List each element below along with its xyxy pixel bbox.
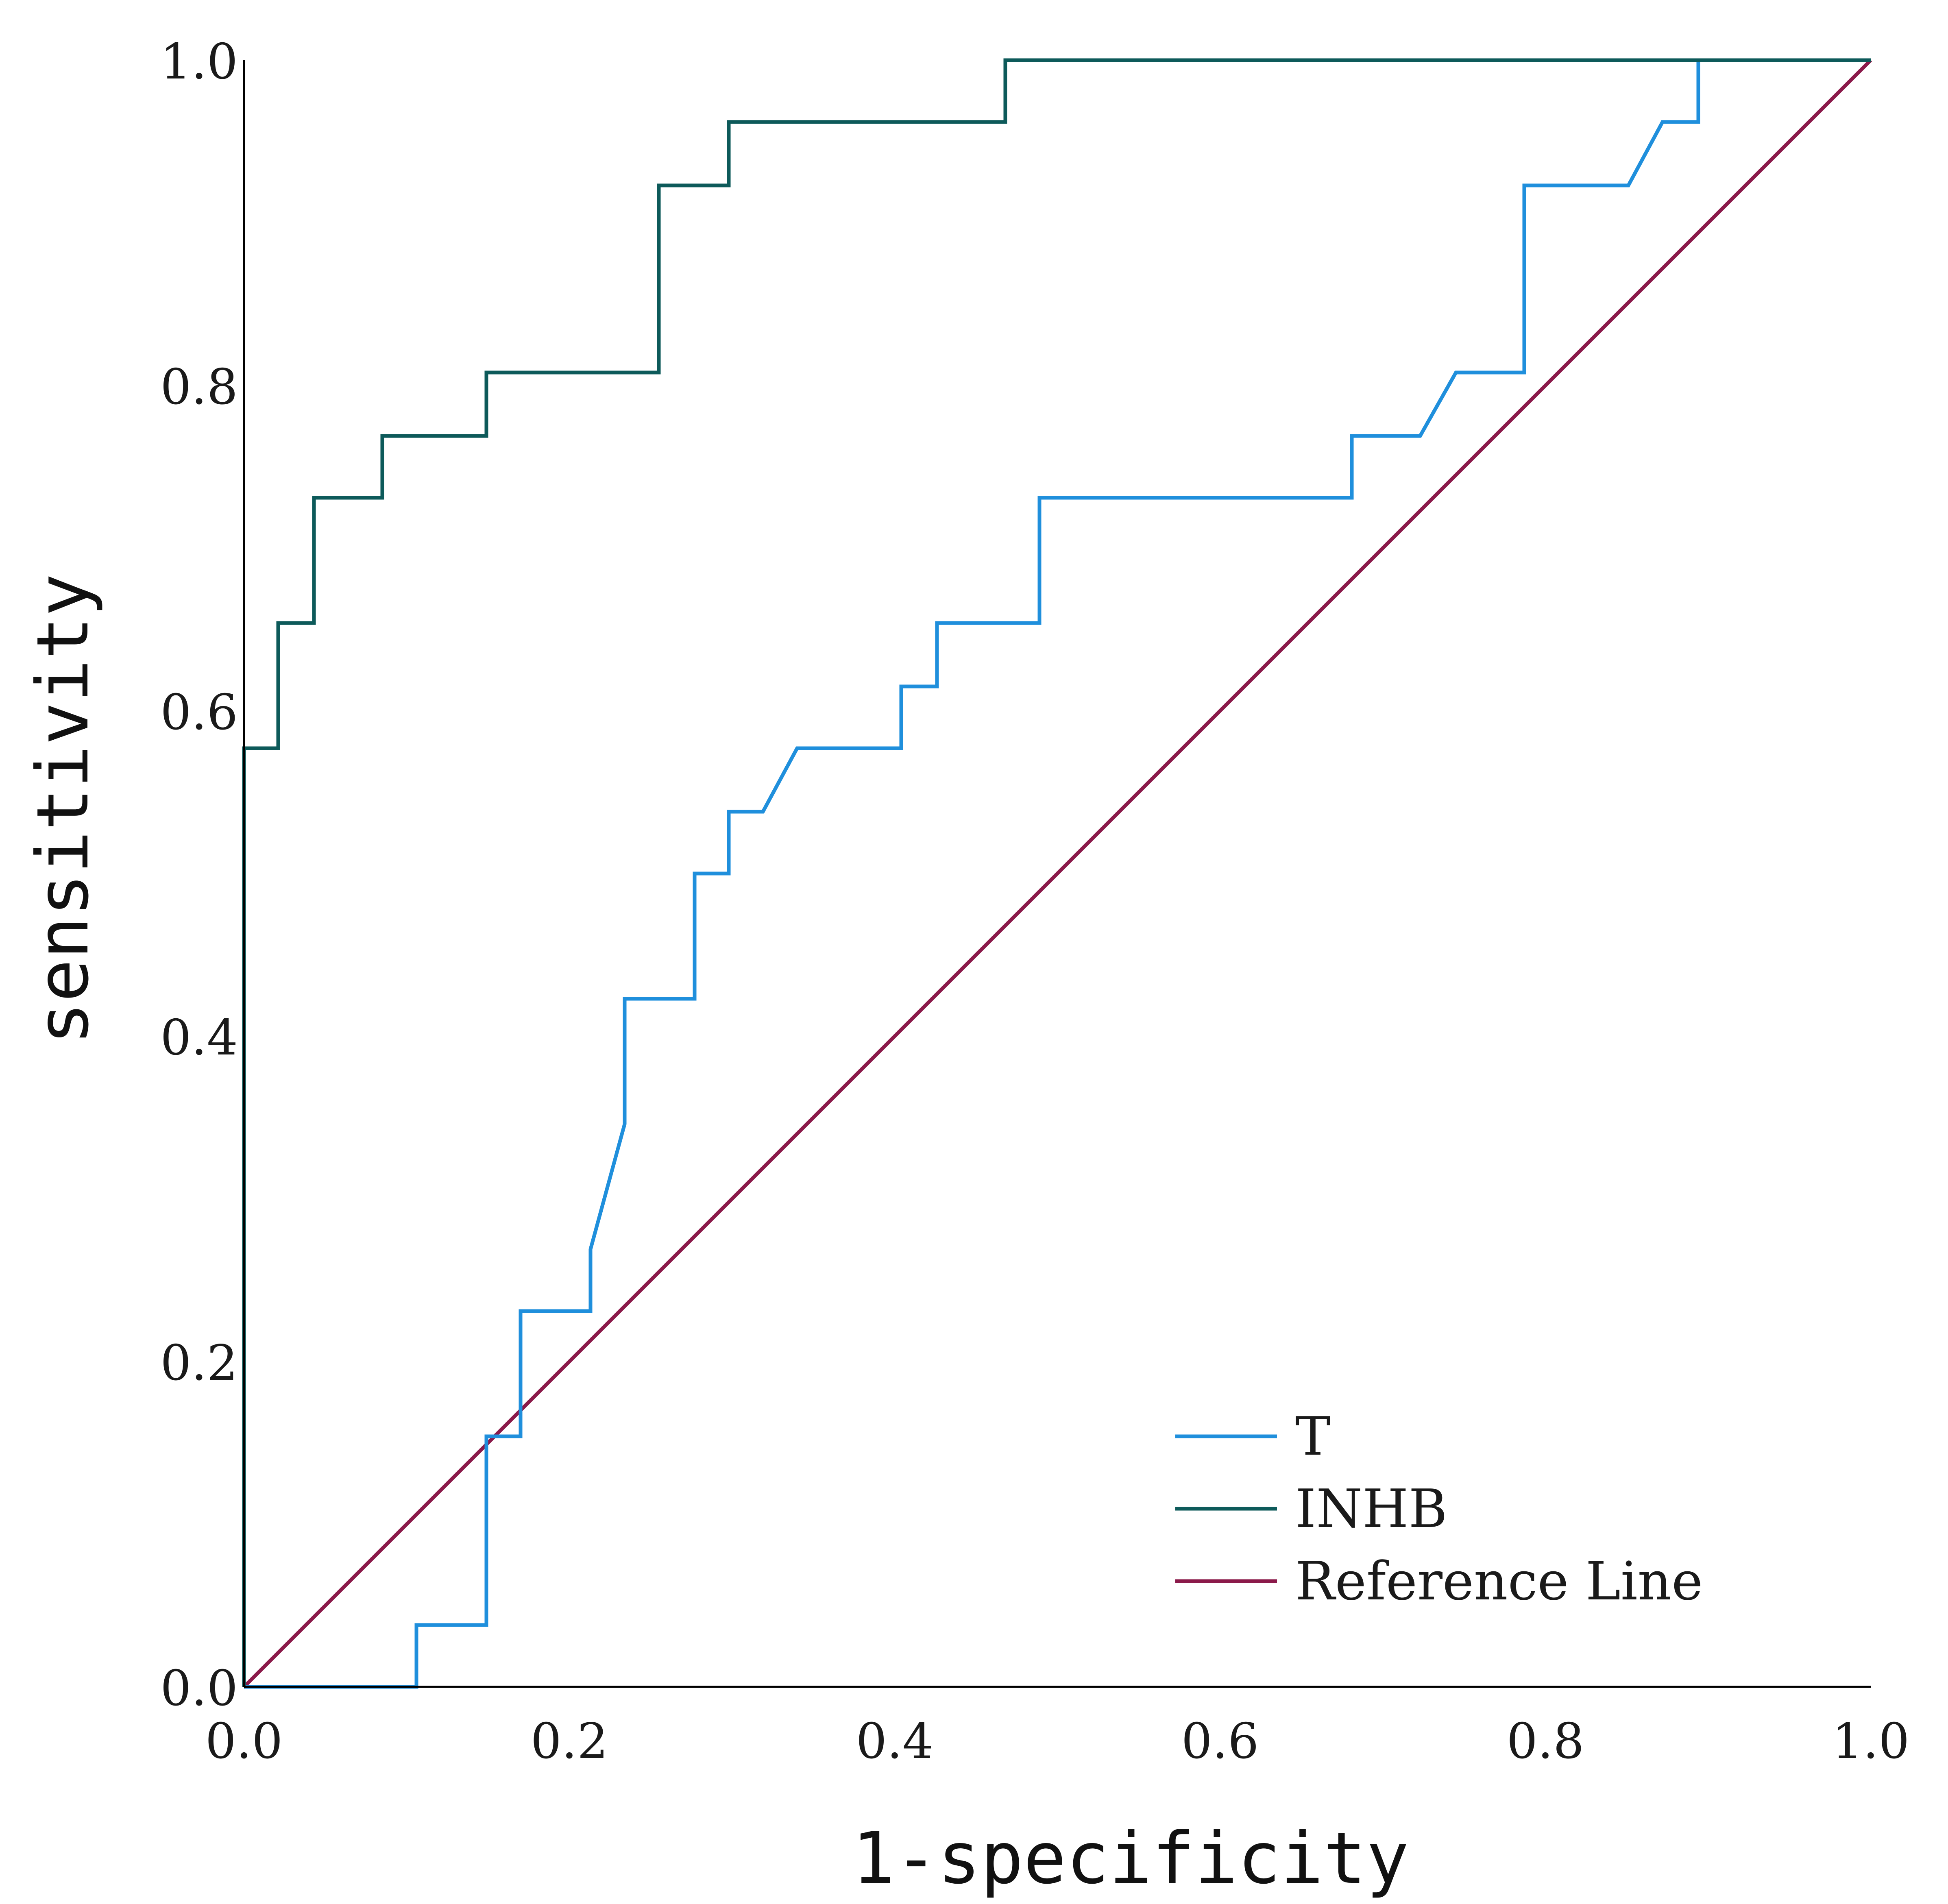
- y-tick-label: 1.0: [160, 34, 238, 90]
- x-tick-label: 0.4: [856, 1713, 934, 1770]
- legend-label-reference-line: Reference Line: [1295, 1550, 1703, 1612]
- x-tick-label: 0.8: [1507, 1713, 1584, 1770]
- y-tick-label: 0.6: [160, 684, 238, 741]
- x-tick-label: 0.6: [1181, 1713, 1259, 1770]
- plot-area: [242, 58, 1872, 1689]
- legend-label-t: T: [1295, 1405, 1331, 1467]
- y-axis-title: sensitivity: [22, 574, 105, 1045]
- x-tick-label: 1.0: [1832, 1713, 1910, 1770]
- y-tick-label: 0.8: [160, 359, 238, 416]
- x-tick-label: 0.0: [205, 1713, 283, 1770]
- y-tick-label: 0.2: [160, 1335, 238, 1392]
- x-axis-title: 1-specificity: [852, 1817, 1409, 1900]
- y-tick-label: 0.4: [160, 1010, 238, 1066]
- y-tick-label: 0.0: [160, 1660, 238, 1717]
- x-tick-label: 0.2: [531, 1713, 608, 1770]
- legend-label-inhb: INHB: [1295, 1478, 1447, 1540]
- series-line-t: [244, 58, 1871, 1689]
- series-line-reference-line: [242, 59, 1872, 1688]
- legend: T INHB Reference Line: [1175, 1405, 1703, 1612]
- y-tick-labels: 0.0 0.2 0.4 0.6 0.8 1.0: [160, 34, 238, 1717]
- x-tick-labels: 0.0 0.2 0.4 0.6 0.8 1.0: [205, 1713, 1910, 1770]
- series-line-inhb: [242, 58, 1871, 1687]
- axes: [243, 60, 1871, 1688]
